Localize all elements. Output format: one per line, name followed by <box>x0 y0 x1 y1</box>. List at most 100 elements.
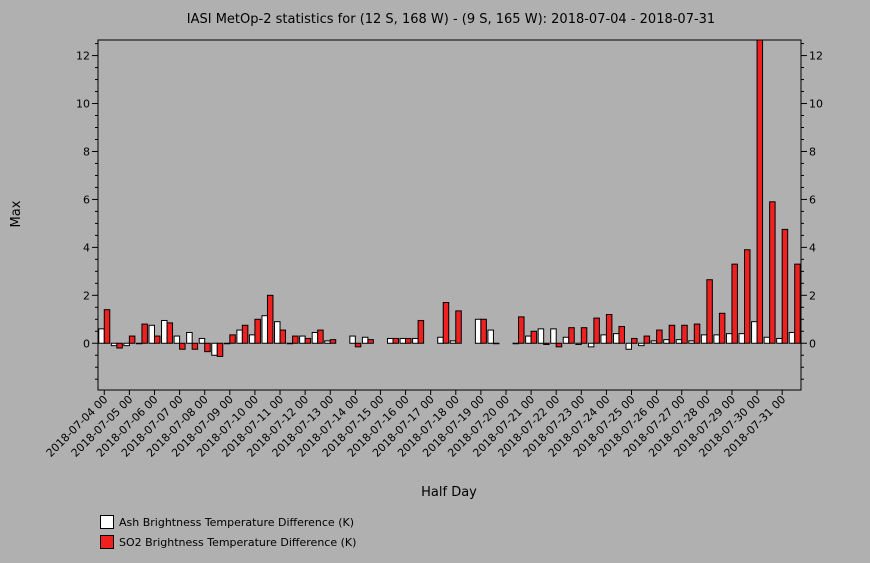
bar-ash-7 <box>186 331 193 344</box>
bar-so2-46 <box>681 324 688 344</box>
y-tick-label-right: 2 <box>809 289 816 302</box>
bar-so2-6 <box>179 342 186 350</box>
bar-ash-23 <box>387 337 394 344</box>
bar-ash-1 <box>110 342 118 347</box>
bar-so2-27 <box>442 302 450 344</box>
bar-ash-35 <box>537 328 545 344</box>
bar-so2-24 <box>405 337 412 344</box>
bar-so2-51 <box>744 249 751 344</box>
bar-so2-25 <box>417 319 425 344</box>
bar-ash-20 <box>349 335 356 344</box>
legend-label-so2: SO2 Brightness Temperature Difference (K… <box>119 535 357 549</box>
bar-ash-47 <box>688 340 695 344</box>
bar-ash-51 <box>738 333 746 344</box>
bar-so2-40 <box>605 313 613 344</box>
y-tick-label-left: 12 <box>76 50 90 63</box>
bar-ash-40 <box>600 334 607 344</box>
bar-so2-41 <box>618 325 625 344</box>
bar-so2-55 <box>794 263 801 344</box>
bar-ash-52 <box>751 321 758 344</box>
bar-ash-42 <box>625 342 633 350</box>
bar-so2-28 <box>455 310 462 344</box>
bar-so2-30 <box>480 318 487 344</box>
bar-so2-42 <box>631 337 638 344</box>
legend-item-ash: Ash Brightness Temperature Difference (K… <box>100 512 356 532</box>
bar-so2-47 <box>693 323 701 344</box>
bar-ash-18 <box>324 340 331 344</box>
bar-so2-20 <box>354 342 362 348</box>
x-axis-label: Half Day <box>421 485 477 500</box>
chart-title: IASI MetOp-2 statistics for (12 S, 168 W… <box>187 12 715 27</box>
y-tick-label-left: 0 <box>83 337 90 350</box>
y-tick-label-right: 12 <box>809 50 823 63</box>
bar-so2-45 <box>668 324 676 344</box>
bar-so2-16 <box>304 337 312 344</box>
bar-ash-10 <box>223 342 231 345</box>
bar-ash-43 <box>638 342 645 347</box>
bar-ash-48 <box>700 334 708 344</box>
bar-so2-10 <box>229 334 236 344</box>
y-axis-label: Max <box>9 200 24 227</box>
bar-so2-0 <box>103 309 111 344</box>
bar-so2-39 <box>593 317 600 344</box>
bar-ash-36 <box>550 328 557 344</box>
bar-so2-23 <box>392 337 400 344</box>
y-tick-label-left: 4 <box>83 241 90 254</box>
bar-so2-33 <box>518 316 525 344</box>
bar-so2-1 <box>116 342 123 349</box>
legend-label-ash: Ash Brightness Temperature Difference (K… <box>119 515 354 529</box>
bar-ash-17 <box>311 331 319 344</box>
bar-so2-43 <box>643 335 651 344</box>
bar-ash-14 <box>274 321 281 344</box>
bar-ash-15 <box>286 342 294 345</box>
bar-ash-46 <box>675 339 683 344</box>
bar-so2-52 <box>756 39 764 344</box>
bar-so2-44 <box>656 329 663 344</box>
bar-ash-30 <box>474 318 482 344</box>
y-tick-label-left: 2 <box>83 289 90 302</box>
bar-so2-35 <box>543 342 550 345</box>
bar-so2-17 <box>317 329 324 344</box>
bar-ash-11 <box>236 329 243 344</box>
bar-ash-2 <box>123 342 130 347</box>
bar-so2-15 <box>292 335 299 344</box>
bar-ash-16 <box>299 335 306 344</box>
bar-ash-53 <box>763 336 771 344</box>
bar-so2-31 <box>492 342 500 345</box>
bar-so2-8 <box>204 342 211 353</box>
bar-ash-3 <box>135 342 143 345</box>
y-tick-label-right: 6 <box>809 193 816 206</box>
bar-so2-36 <box>555 342 563 348</box>
bar-ash-33 <box>512 342 520 345</box>
plot-frame <box>97 39 802 391</box>
bar-ash-34 <box>525 335 532 344</box>
legend-swatch-so2 <box>100 535 114 549</box>
bar-so2-12 <box>254 318 261 344</box>
bar-so2-4 <box>153 335 161 344</box>
bar-ash-21 <box>361 336 369 344</box>
bar-ash-27 <box>437 336 444 344</box>
bar-ash-49 <box>713 334 720 344</box>
bar-ash-8 <box>198 337 206 344</box>
legend-swatch-ash <box>100 515 114 529</box>
bar-so2-54 <box>781 228 789 344</box>
bar-ash-24 <box>399 337 407 344</box>
bar-so2-34 <box>530 330 538 344</box>
bar-so2-9 <box>216 342 224 357</box>
y-tick-label-right: 10 <box>809 98 823 111</box>
bar-so2-37 <box>568 327 575 344</box>
bar-ash-37 <box>562 336 570 344</box>
bar-so2-21 <box>367 339 374 344</box>
bar-ash-45 <box>663 339 670 344</box>
bar-so2-38 <box>580 327 588 344</box>
bar-ash-5 <box>161 319 168 344</box>
bar-ash-54 <box>776 337 783 344</box>
bar-ash-25 <box>412 337 419 344</box>
bar-ash-9 <box>211 342 218 356</box>
bar-so2-49 <box>718 312 726 344</box>
bar-ash-4 <box>148 324 155 344</box>
y-tick-label-right: 0 <box>809 337 816 350</box>
bar-ash-38 <box>575 342 582 345</box>
bar-ash-0 <box>98 328 105 344</box>
